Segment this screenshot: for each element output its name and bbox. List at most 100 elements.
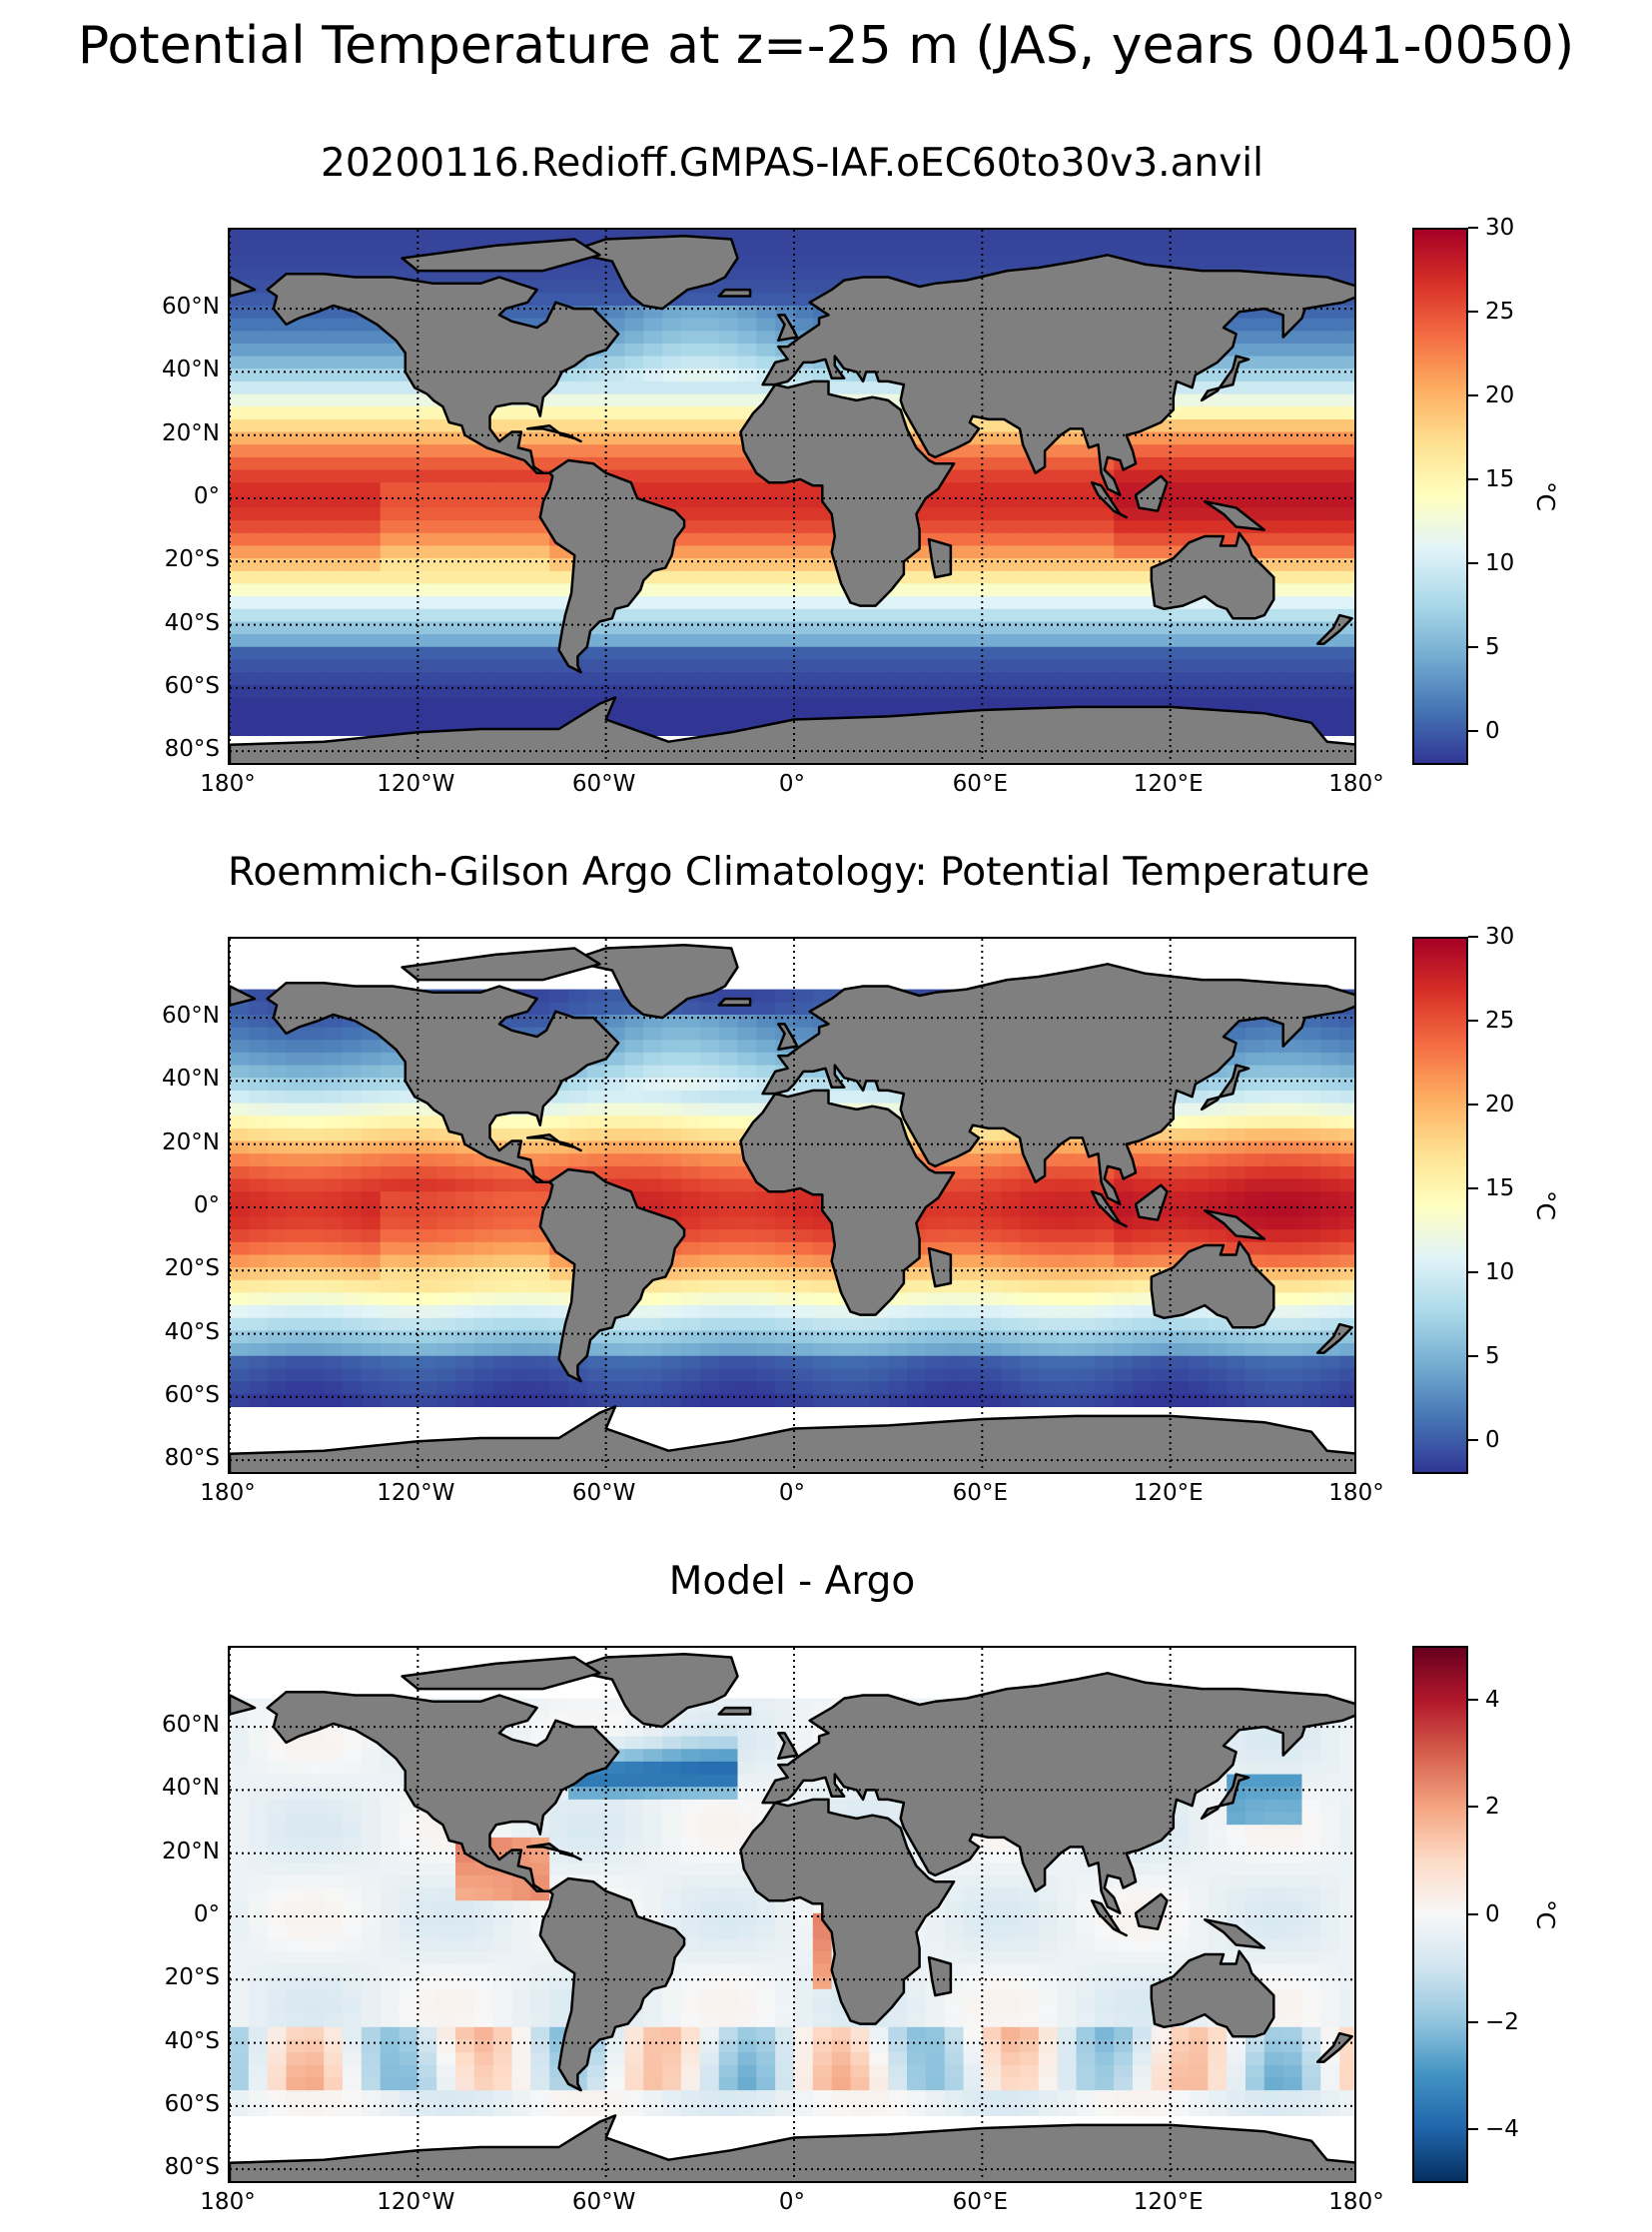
lat-label: 40°N xyxy=(162,1775,220,1802)
colorbar-unit-argo: °C xyxy=(1530,1190,1560,1220)
colorbar-tick-label: 0 xyxy=(1485,1427,1500,1454)
land-model xyxy=(230,235,1354,763)
lat-label: 20°S xyxy=(164,546,220,573)
lat-label: 40°S xyxy=(164,2027,220,2054)
lat-label: 60°S xyxy=(164,2090,220,2117)
colorbar-tick-label: 2 xyxy=(1485,1794,1500,1821)
lon-label: 180° xyxy=(200,2189,256,2215)
colorbar-argo xyxy=(1412,937,1468,1474)
lon-label: 120°W xyxy=(377,1480,455,1506)
colorbar-tick-label: 0 xyxy=(1485,718,1500,745)
lon-label: 180° xyxy=(200,1480,256,1506)
lon-label: 60°W xyxy=(571,1480,636,1506)
lon-label: 120°E xyxy=(1133,1480,1204,1506)
colorbar-tick-label: 25 xyxy=(1485,1008,1515,1035)
colorbar-tick xyxy=(1468,1104,1478,1107)
lon-label: 60°E xyxy=(952,2189,1008,2215)
lat-label: 0° xyxy=(193,1901,220,1927)
colorbar-tick xyxy=(1468,394,1478,397)
lon-label: 60°E xyxy=(952,771,1008,797)
colorbar-tick xyxy=(1468,311,1478,314)
colorbar-tick xyxy=(1468,562,1478,565)
lat-label: 20°N xyxy=(162,1838,220,1864)
colorbar-tick-label: 0 xyxy=(1485,1901,1500,1927)
colorbar-tick-label: 10 xyxy=(1485,1259,1515,1286)
lon-label: 60°W xyxy=(571,2189,636,2215)
lon-label: 120°W xyxy=(377,771,455,797)
lon-label: 120°E xyxy=(1133,2189,1204,2215)
lat-label: 20°S xyxy=(164,1255,220,1282)
lat-label: 40°N xyxy=(162,357,220,383)
lon-label: 0° xyxy=(778,771,806,797)
colorbar-unit-model: °C xyxy=(1530,481,1560,511)
lon-label: 0° xyxy=(778,1480,806,1506)
map-svg-argo xyxy=(230,939,1354,1472)
colorbar-tick xyxy=(1468,478,1478,481)
lat-label: 20°N xyxy=(162,1128,220,1155)
colorbar-tick xyxy=(1468,1187,1478,1190)
land-bias xyxy=(230,1653,1354,2181)
colorbar-tick-label: 5 xyxy=(1485,634,1500,661)
panel-title-bias: Model - Argo xyxy=(668,1559,916,1604)
colorbar-tick-label: −2 xyxy=(1485,2008,1519,2035)
colorbar-tick xyxy=(1468,2020,1478,2023)
colorbar-tick-label: 25 xyxy=(1485,299,1515,326)
lat-label: 20°N xyxy=(162,419,220,446)
colorbar-tick xyxy=(1468,1698,1478,1701)
gridlines-bias xyxy=(230,1648,1354,2181)
colorbar-tick xyxy=(1468,1271,1478,1274)
colorbar-tick xyxy=(1468,1806,1478,1809)
lat-label: 40°S xyxy=(164,609,220,636)
gridlines-argo xyxy=(230,939,1354,1472)
colorbar-tick-label: 30 xyxy=(1485,924,1515,950)
colorbar-tick-label: 5 xyxy=(1485,1343,1500,1370)
colorbar-tick-label: 30 xyxy=(1485,215,1515,241)
map-bias xyxy=(228,1646,1356,2183)
colorbar-tick xyxy=(1468,730,1478,733)
lat-label: 60°S xyxy=(164,672,220,699)
lat-label: 80°S xyxy=(164,736,220,763)
colorbar-tick-label: 15 xyxy=(1485,466,1515,493)
lat-label: 20°S xyxy=(164,1964,220,1991)
lon-label: 60°E xyxy=(952,1480,1008,1506)
lon-label: 180° xyxy=(1328,771,1384,797)
lon-label: 120°W xyxy=(377,2189,455,2215)
gridlines-model xyxy=(230,230,1354,763)
lat-label: 60°N xyxy=(162,1003,220,1030)
colorbar-bias xyxy=(1412,1646,1468,2183)
lat-label: 0° xyxy=(193,1192,220,1218)
lat-label: 60°S xyxy=(164,1381,220,1408)
map-argo xyxy=(228,937,1356,1474)
colorbar-tick xyxy=(1468,1355,1478,1358)
lon-label: 180° xyxy=(1328,1480,1384,1506)
lon-label: 120°E xyxy=(1133,771,1204,797)
figure-title: Potential Temperature at z=-25 m (JAS, y… xyxy=(77,16,1575,76)
colorbar-tick-label: 4 xyxy=(1485,1686,1500,1713)
lat-label: 40°S xyxy=(164,1318,220,1345)
colorbar-tick xyxy=(1468,1913,1478,1915)
lat-label: 0° xyxy=(193,483,220,509)
colorbar-model xyxy=(1412,228,1468,765)
colorbar-tick-label: −4 xyxy=(1485,2116,1519,2143)
colorbar-tick xyxy=(1468,936,1478,938)
colorbar-tick xyxy=(1468,1439,1478,1442)
colorbar-unit-bias: °C xyxy=(1530,1899,1560,1929)
colorbar-tick-label: 20 xyxy=(1485,382,1515,409)
map-svg-bias xyxy=(230,1648,1354,2181)
colorbar-tick-label: 10 xyxy=(1485,550,1515,577)
panel-title-model: 20200116.Redioff.GMPAS-IAF.oEC60to30v3.a… xyxy=(321,141,1263,186)
colorbar-tick-label: 15 xyxy=(1485,1175,1515,1202)
map-svg-model xyxy=(230,230,1354,763)
lat-label: 80°S xyxy=(164,2154,220,2181)
lon-label: 0° xyxy=(778,2189,806,2215)
colorbar-tick xyxy=(1468,646,1478,649)
land-argo xyxy=(230,944,1354,1472)
lat-label: 60°N xyxy=(162,294,220,321)
lon-label: 180° xyxy=(1328,2189,1384,2215)
panel-title-argo: Roemmich-Gilson Argo Climatology: Potent… xyxy=(228,850,1370,895)
lat-label: 80°S xyxy=(164,1445,220,1472)
lon-label: 60°W xyxy=(571,771,636,797)
lon-label: 180° xyxy=(200,771,256,797)
lat-label: 60°N xyxy=(162,1712,220,1739)
lat-label: 40°N xyxy=(162,1066,220,1093)
